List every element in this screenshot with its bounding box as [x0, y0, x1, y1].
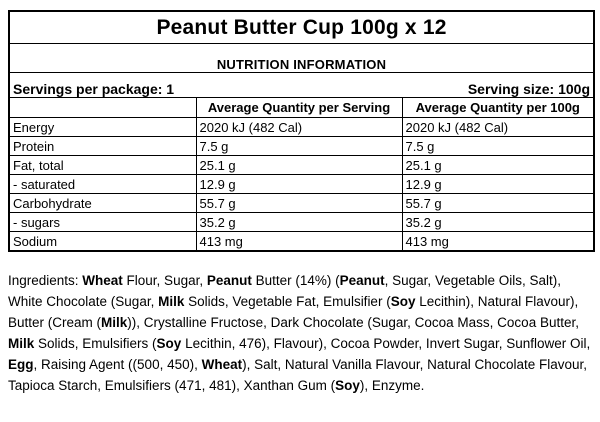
ingredient-segment: Peanut: [339, 273, 385, 288]
nutrition-information-heading: NUTRITION INFORMATION: [8, 43, 595, 73]
nutrient-label: - saturated: [8, 174, 197, 194]
per-serving-value: 2020 kJ (482 Cal): [195, 117, 403, 137]
nutrient-label: Sodium: [8, 231, 197, 252]
ingredient-segment: Lecithin, 476), Flavour), Cocoa Powder, …: [181, 336, 591, 351]
ingredient-segment: Wheat: [201, 357, 243, 372]
per-100g-value: 413 mg: [401, 231, 595, 252]
per-serving-value: 7.5 g: [195, 136, 403, 156]
per-serving-column-header: Average Quantity per Serving: [195, 97, 403, 118]
ingredient-segment: Egg: [8, 357, 34, 372]
nutrition-heading-row: NUTRITION INFORMATION: [8, 43, 595, 73]
ingredient-segment: Milk: [8, 336, 35, 351]
table-row: Fat, total 25.1 g 25.1 g: [8, 155, 595, 175]
ingredient-segment: Soy: [390, 294, 416, 309]
per-serving-value: 12.9 g: [195, 174, 403, 194]
nutrient-label: Carbohydrate: [8, 193, 197, 213]
ingredient-segment: Ingredients:: [8, 273, 83, 288]
per-serving-value: 413 mg: [195, 231, 403, 252]
ingredient-segment: Flour, Sugar,: [122, 273, 207, 288]
table-row: - sugars 35.2 g 35.2 g: [8, 212, 595, 232]
ingredient-segment: Milk: [101, 315, 128, 330]
ingredient-segment: Lecithin), Natural Flavour), Butter (Cre…: [8, 294, 579, 330]
ingredients-paragraph: Ingredients: Wheat Flour, Sugar, Peanut …: [8, 270, 596, 396]
ingredient-segment: Butter (14%) (: [251, 273, 340, 288]
per-serving-value: 25.1 g: [195, 155, 403, 175]
nutrient-label: - sugars: [8, 212, 197, 232]
nutrient-rows: Energy 2020 kJ (482 Cal) 2020 kJ (482 Cal)…: [8, 117, 595, 252]
nutrient-label: Fat, total: [8, 155, 197, 175]
product-title: Peanut Butter Cup 100g x 12: [8, 10, 595, 44]
table-row: - saturated 12.9 g 12.9 g: [8, 174, 595, 194]
servings-cell: Servings per package: 1 Serving size: 10…: [8, 72, 595, 98]
per-serving-value: 55.7 g: [195, 193, 403, 213]
table-row: Sodium 413 mg 413 mg: [8, 231, 595, 252]
ingredient-segment: ), Salt, Natural Vanilla Flavour, Natura…: [8, 357, 588, 393]
serving-size-label: Serving size: 100g: [467, 81, 591, 97]
ingredient-segment: Wheat: [82, 273, 123, 288]
column-header-row: Average Quantity per Serving Average Qua…: [8, 97, 595, 118]
per-100g-value: 55.7 g: [401, 193, 595, 213]
per-100g-value: 2020 kJ (482 Cal): [401, 117, 595, 137]
per-100g-value: 35.2 g: [401, 212, 595, 232]
per-100g-column-header: Average Quantity per 100g: [401, 97, 595, 118]
empty-header-cell: [8, 97, 197, 118]
ingredient-segment: Solids, Emulsifiers (: [34, 336, 157, 351]
ingredient-segment: Soy: [156, 336, 182, 351]
per-serving-value: 35.2 g: [195, 212, 403, 232]
ingredient-segment: Peanut: [206, 273, 252, 288]
servings-per-package-label: Servings per package: 1: [13, 81, 175, 97]
per-100g-value: 25.1 g: [401, 155, 595, 175]
ingredient-segment: , Raising Agent ((500, 450),: [33, 357, 202, 372]
servings-row: Servings per package: 1 Serving size: 10…: [8, 72, 595, 98]
per-100g-value: 7.5 g: [401, 136, 595, 156]
table-row: Carbohydrate 55.7 g 55.7 g: [8, 193, 595, 213]
ingredient-segment: ), Enzyme.: [359, 378, 425, 393]
nutrition-table: Peanut Butter Cup 100g x 12 NUTRITION IN…: [8, 10, 596, 252]
servings-line: Servings per package: 1 Serving size: 10…: [13, 81, 590, 97]
ingredient-segment: Soy: [335, 378, 360, 393]
ingredient-segment: Milk: [158, 294, 185, 309]
ingredient-segment: , Sugar, Vegetable Oils, Salt), White Ch…: [8, 273, 562, 309]
nutrient-label: Energy: [8, 117, 197, 137]
table-row: Protein 7.5 g 7.5 g: [8, 136, 595, 156]
ingredient-segment: Solids, Vegetable Fat, Emulsifier (: [184, 294, 391, 309]
per-100g-value: 12.9 g: [401, 174, 595, 194]
title-row: Peanut Butter Cup 100g x 12: [8, 10, 595, 44]
nutrient-label: Protein: [8, 136, 197, 156]
table-row: Energy 2020 kJ (482 Cal) 2020 kJ (482 Cal): [8, 117, 595, 137]
ingredient-segment: )), Crystalline Fructose, Dark Chocolate…: [127, 315, 579, 330]
